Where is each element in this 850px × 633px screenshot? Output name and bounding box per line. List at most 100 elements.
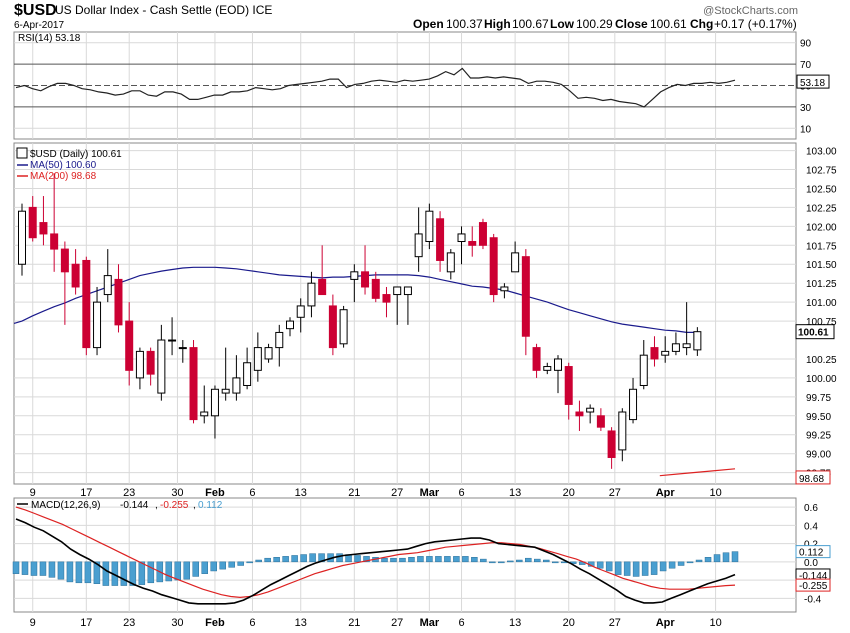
candle-16 xyxy=(189,340,198,424)
macd-hist-bar-15 xyxy=(147,561,155,584)
price-ytick-4: 102.00 xyxy=(806,222,837,233)
macd-xtick-13: 27 xyxy=(609,617,621,629)
histogram-value: 0.112 xyxy=(198,500,223,511)
macd-hist-bar-33 xyxy=(309,553,316,563)
macd-line xyxy=(15,518,736,605)
candle-51 xyxy=(564,362,573,420)
candle-body xyxy=(446,252,455,273)
price-xtick-9: Mar xyxy=(420,487,440,499)
macd-last-box-2 xyxy=(795,578,831,592)
price-xtick-5: 6 xyxy=(249,487,255,499)
candle-38 xyxy=(425,203,434,250)
candle-58 xyxy=(639,340,648,390)
candle-52 xyxy=(575,400,584,431)
macd-hist-bar-21 xyxy=(201,561,208,574)
macd-hist-bar-38 xyxy=(354,555,361,563)
candle-body xyxy=(575,411,584,417)
signal-value: -0.255 xyxy=(160,500,189,511)
candle-15 xyxy=(178,340,187,363)
macd-hist-bar-23 xyxy=(219,561,226,570)
candle-body xyxy=(371,278,380,299)
macd-ytick-0: 0.6 xyxy=(804,503,818,514)
macd-hist-bar-68 xyxy=(623,561,631,576)
macd-hist-bar-77 xyxy=(704,557,712,563)
candle-36 xyxy=(403,286,412,325)
open-label: Open xyxy=(413,17,444,31)
candle-40 xyxy=(446,249,455,280)
macd-hist-bar-60 xyxy=(552,561,559,564)
price-ytick-3: 102.25 xyxy=(806,203,837,214)
candle-5 xyxy=(71,249,80,295)
watermark: @StockCharts.com xyxy=(703,5,798,17)
macd-hist-bar-49 xyxy=(453,556,460,563)
candle-body xyxy=(318,278,327,296)
candle-45 xyxy=(500,283,509,299)
candle-body xyxy=(661,350,670,356)
macd-hist-bar-19 xyxy=(183,561,191,580)
candle-body xyxy=(596,415,605,428)
candle-57 xyxy=(629,377,638,424)
high-value: 100.67 xyxy=(512,17,549,31)
symbol-title: $USD xyxy=(14,2,57,19)
candle-body xyxy=(60,248,69,273)
price-ytick-6: 101.50 xyxy=(806,260,837,271)
signal-line xyxy=(15,506,736,599)
candle-body xyxy=(478,222,487,246)
candle-42 xyxy=(468,226,477,257)
close-label: Close xyxy=(615,17,648,31)
candle-body xyxy=(618,411,627,451)
price-xtick-3: 30 xyxy=(171,487,183,499)
macd-hist-bar-41 xyxy=(381,557,388,563)
candle-body xyxy=(103,275,112,296)
candle-37 xyxy=(414,207,423,272)
candle-49 xyxy=(543,362,552,375)
candle-31 xyxy=(350,264,359,303)
price-ytick-13: 99.50 xyxy=(806,412,831,423)
candle-body xyxy=(28,206,37,239)
macd-hist-bar-31 xyxy=(291,555,298,563)
legend-ma200: MA(200) 98.68 xyxy=(30,171,97,182)
candle-body xyxy=(189,347,198,421)
candle-4 xyxy=(60,241,69,325)
candle-body xyxy=(178,347,187,350)
candle-body xyxy=(50,233,59,250)
macd-hist-bar-5 xyxy=(57,561,65,580)
candle-1 xyxy=(28,196,37,242)
candle-body xyxy=(125,320,134,371)
macd-hist-bar-48 xyxy=(444,556,451,563)
candle-body xyxy=(275,331,284,349)
macd-xtick-0: 9 xyxy=(30,617,36,629)
macd-hist-bar-78 xyxy=(713,554,721,563)
macd-hist-bar-58 xyxy=(534,558,541,563)
macd-hist-bar-47 xyxy=(435,556,442,563)
macd-xtick-7: 21 xyxy=(348,617,360,629)
candle-22 xyxy=(253,332,262,382)
macd-sep-2: , xyxy=(193,500,196,511)
candle-59 xyxy=(650,336,659,367)
macd-hist-bar-44 xyxy=(408,557,415,563)
candle-body xyxy=(382,294,391,303)
candle-body xyxy=(521,256,530,337)
candle-12 xyxy=(146,347,155,386)
macd-hist-bar-76 xyxy=(695,559,703,563)
macd-hist-bar-2 xyxy=(30,561,38,576)
candle-body xyxy=(500,286,509,292)
last-price-box xyxy=(795,324,835,340)
macd-xtick-12: 20 xyxy=(563,617,575,629)
candle-body xyxy=(361,271,370,288)
macd-hist-bar-72 xyxy=(659,561,667,572)
candle-8 xyxy=(103,249,112,303)
last-price-label: 100.61 xyxy=(798,328,829,339)
macd-last-box-0 xyxy=(795,545,831,559)
macd-xtick-15: 10 xyxy=(709,617,721,629)
candle-14 xyxy=(168,317,177,356)
candle-body xyxy=(564,366,573,405)
macd-xtick-14: Apr xyxy=(656,617,676,629)
price-ytick-2: 102.50 xyxy=(806,184,837,195)
candle-56 xyxy=(618,408,627,462)
price-xtick-12: 20 xyxy=(563,487,575,499)
macd-xtick-8: 27 xyxy=(391,617,403,629)
candle-25 xyxy=(286,317,294,337)
rsi-last-label: 53.18 xyxy=(800,78,825,89)
candle-body xyxy=(693,331,702,351)
